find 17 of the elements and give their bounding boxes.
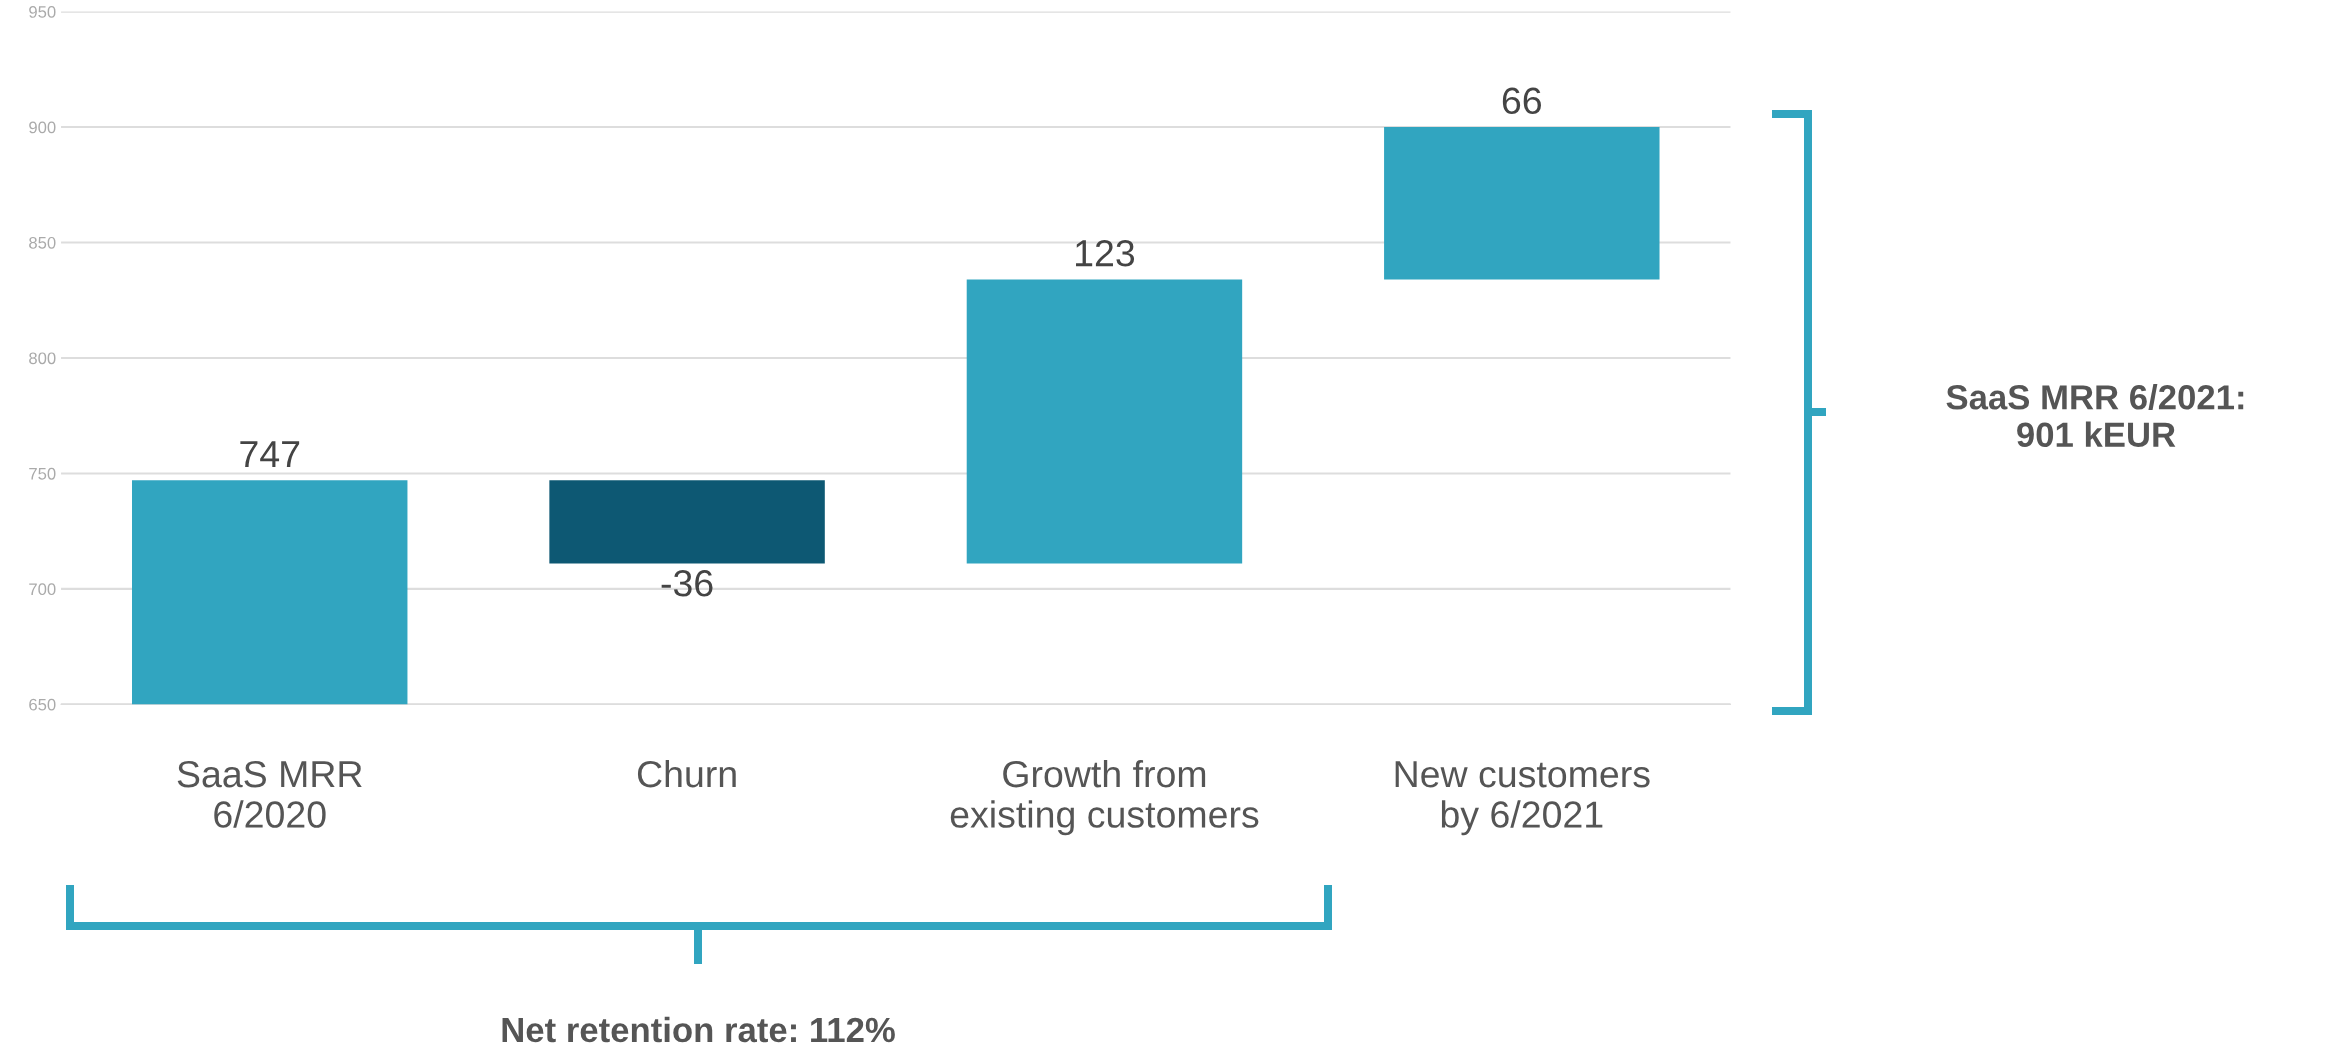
data-label: -36 [661,570,713,597]
data-label: 747 [240,441,300,468]
text: Net retention rate: 112% [502,1016,895,1043]
x-tick-label: Growth from existing customers [950,759,1259,836]
x-tick-label: New customers by 6/2021 [1395,761,1650,836]
text: SaaS MRR 6/2021: 901 kEUR [1946,384,2244,448]
y-tick-label: 900 [29,121,56,134]
y-tick-label: 700 [29,583,56,596]
y-tick-label: 800 [29,352,56,365]
data-label: 123 [1076,239,1135,267]
y-tick-label: 950 [29,6,56,18]
x-tick-label: Churn [637,759,736,788]
y-tick-label: 650 [29,698,56,711]
y-tick-label: 850 [29,236,56,249]
x-tick-label: SaaS MRR 6/2020 [177,760,362,828]
y-tick-label: 750 [29,467,56,480]
data-label: 66 [1502,87,1542,115]
